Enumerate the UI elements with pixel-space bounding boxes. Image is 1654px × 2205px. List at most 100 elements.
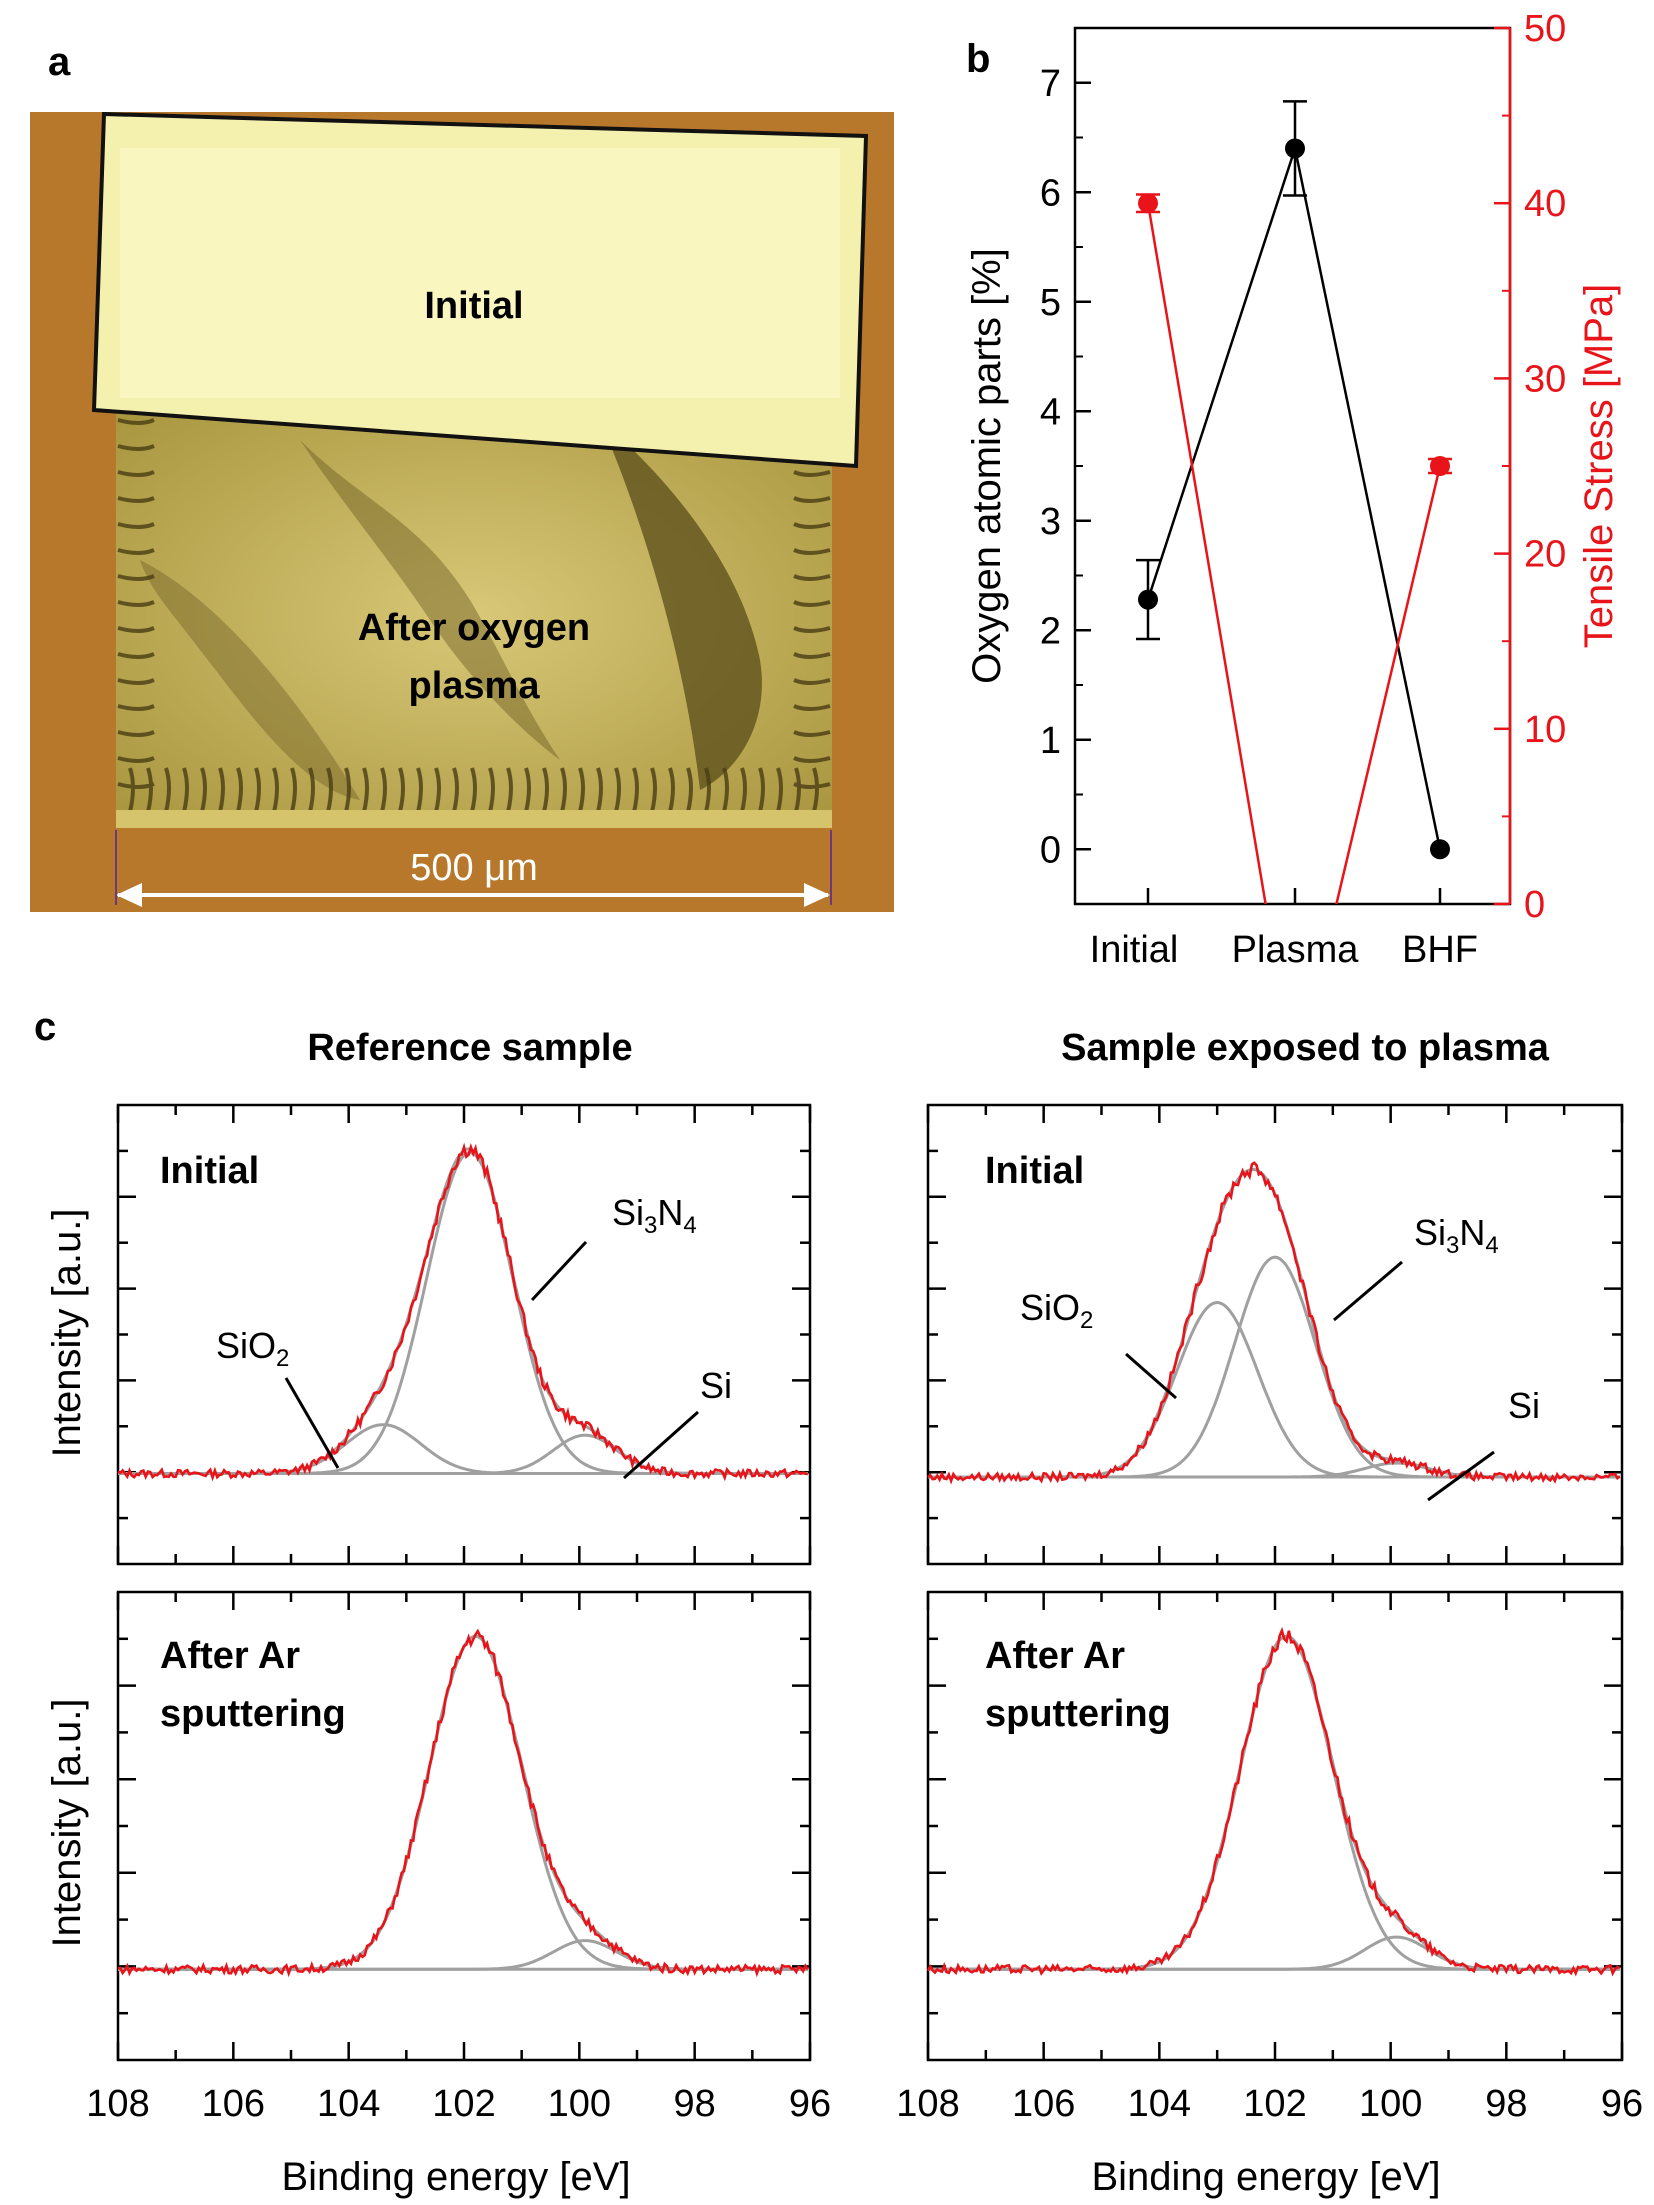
pointer-si3n4-right (1333, 1260, 1403, 1322)
scale-text: 500 μm (410, 847, 538, 889)
y-axis-label-left: Oxygen atomic parts [%] (965, 248, 1009, 684)
x-tick-label: 108 (86, 2083, 149, 2125)
subplot-plasma-sputtered: 108 106 104 102 100 98 96 (896, 1590, 1643, 2125)
left-tick-label: 6 (1040, 172, 1061, 214)
pointer-sio2-left (284, 1377, 340, 1469)
edge-wrinkles (117, 418, 831, 813)
row-label-initial-left: Initial (160, 1150, 259, 1192)
y-axis-label-top: Intensity [a.u.] (45, 1208, 89, 1457)
right-tick-label: 30 (1524, 358, 1566, 400)
left-tick-label: 1 (1040, 720, 1061, 762)
series-group (1136, 100, 1452, 904)
right-tick-label: 0 (1524, 884, 1545, 926)
scale-bar-arrow-right (804, 883, 830, 907)
x-tick-label: 102 (432, 2083, 495, 2125)
scale-bar-arrow-left (116, 883, 142, 907)
measured-spectrum (926, 1626, 1621, 1977)
x-tick-label: 96 (789, 2083, 831, 2125)
initial-film-highlight (120, 148, 840, 398)
row-label-after-right-2: sputtering (985, 1693, 1171, 1735)
component-curve (118, 1634, 808, 1971)
component-curve (118, 1939, 808, 1971)
peak-label-sio2-right: SiO2 (1020, 1287, 1093, 1334)
x-tick-label: 106 (1012, 2083, 1075, 2125)
left-tick-label: 4 (1040, 391, 1061, 433)
right-tick-label: 50 (1524, 8, 1566, 50)
wrinkle-band (140, 560, 360, 800)
label-initial-film: Initial (424, 285, 523, 327)
x-tick-label: 98 (1485, 2083, 1527, 2125)
fit-envelope (928, 1634, 1620, 1971)
left-tick-label: 5 (1040, 282, 1061, 324)
data-point (1430, 456, 1450, 476)
category-axis: Initial Plasma BHF (1090, 888, 1478, 971)
measured-spectrum (117, 1142, 809, 1482)
category-label: Initial (1090, 929, 1179, 971)
wrinkle-dark-band (600, 420, 762, 790)
x-tick-label: 100 (548, 2083, 611, 2125)
pointer-sio2-right (1125, 1352, 1177, 1400)
left-axis: 0 1 2 3 4 5 6 7 (1040, 63, 1091, 871)
panel-label-a: a (48, 40, 71, 84)
left-tick-label: 3 (1040, 501, 1061, 543)
right-tick-label: 10 (1524, 709, 1566, 751)
label-after-plasma-1: After oxygen (358, 607, 590, 649)
measured-spectrum (927, 1161, 1621, 1485)
x-tick-label: 104 (317, 2083, 380, 2125)
series-line (1146, 202, 1442, 904)
x-axis-label-left: Binding energy [eV] (281, 2155, 630, 2199)
peak-label-si3n4-left: Si3N4 (612, 1192, 697, 1239)
peak-label-si3n4-right: Si3N4 (1414, 1212, 1499, 1259)
subplot-reference-initial (116, 1103, 812, 1566)
x-axis-label-right: Binding energy [eV] (1091, 2155, 1440, 2199)
x-tick-label: 98 (674, 2083, 716, 2125)
row-label-after-left-1: After Ar (160, 1635, 300, 1677)
measured-spectrum (117, 1628, 809, 1978)
data-point (1285, 138, 1305, 159)
wrinkle-band (300, 440, 560, 760)
x-tick-label: 102 (1243, 2083, 1306, 2125)
panel-a: a Initial After oxygen plasma 500 μm (30, 40, 894, 912)
x-tick-label: 100 (1359, 2083, 1422, 2125)
right-tick-label: 40 (1524, 183, 1566, 225)
fit-envelope (118, 1147, 808, 1475)
pointer-si-right (1427, 1450, 1495, 1502)
right-tick-label: 20 (1524, 534, 1566, 576)
y-axis-label-right: Tensile Stress [MPa] (1577, 284, 1621, 649)
component-curve (118, 1151, 808, 1475)
x-tick-label: 96 (1601, 2083, 1643, 2125)
title-reference-sample: Reference sample (307, 1027, 632, 1069)
category-label: BHF (1402, 929, 1478, 971)
right-axis: 0 10 20 30 40 50 (1494, 8, 1566, 926)
wrinkle-lines (117, 418, 831, 813)
x-tick-label: 104 (1128, 2083, 1191, 2125)
panel-label-c: c (34, 1005, 56, 1049)
pointer-si3n4-left (530, 1240, 588, 1302)
panel-label-b: b (966, 37, 990, 81)
fit-envelope (118, 1634, 808, 1971)
row-label-after-left-2: sputtering (160, 1693, 346, 1735)
x-tick-label: 108 (896, 2083, 959, 2125)
x-tick-label: 106 (202, 2083, 265, 2125)
film-edge (116, 810, 832, 828)
y-axis-label-bottom: Intensity [a.u.] (45, 1698, 89, 1947)
pointer-si-left (623, 1410, 699, 1480)
data-point (1138, 193, 1158, 214)
label-after-plasma-2: plasma (409, 665, 541, 707)
component-curve (118, 1423, 808, 1475)
row-label-initial-right: Initial (985, 1150, 1084, 1192)
peak-label-sio2-left: SiO2 (216, 1325, 289, 1372)
title-plasma-sample: Sample exposed to plasma (1061, 1027, 1550, 1069)
category-label: Plasma (1232, 929, 1360, 971)
panel-c: c Reference sample Sample exposed to pla… (34, 1005, 1643, 2199)
subplot-reference-sputtered: 108 106 104 102 100 98 96 (86, 1590, 831, 2125)
left-tick-label: 7 (1040, 63, 1061, 105)
data-point (1138, 589, 1158, 610)
data-point (1430, 839, 1450, 860)
row-label-after-right-1: After Ar (985, 1635, 1125, 1677)
peak-label-si-left: Si (700, 1365, 732, 1406)
peak-label-si-right: Si (1508, 1385, 1540, 1426)
left-tick-label: 2 (1040, 610, 1061, 652)
